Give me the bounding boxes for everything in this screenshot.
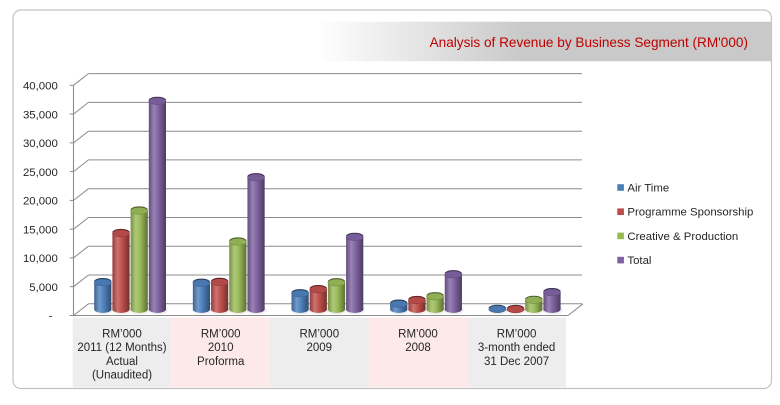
- svg-text:2010: 2010: [208, 342, 234, 354]
- svg-text:2009: 2009: [307, 342, 333, 354]
- svg-text:3-month ended: 3-month ended: [478, 342, 555, 354]
- svg-text:Actual: Actual: [106, 356, 138, 368]
- svg-text:31 Dec 2007: 31 Dec 2007: [484, 356, 549, 368]
- svg-text:-: -: [49, 311, 53, 323]
- svg-text:Analysis of Revenue by Busines: Analysis of Revenue by Business Segment …: [430, 35, 748, 50]
- svg-text:RM’000: RM’000: [497, 328, 537, 340]
- svg-text:RM’000: RM’000: [398, 328, 438, 340]
- svg-text:20,000: 20,000: [23, 196, 58, 208]
- svg-text:Programme Sponsorship: Programme Sponsorship: [627, 207, 753, 219]
- svg-text:35,000: 35,000: [23, 109, 58, 121]
- svg-text:2011 (12 Months): 2011 (12 Months): [77, 342, 166, 354]
- svg-text:Proforma: Proforma: [197, 356, 245, 368]
- svg-text:40,000: 40,000: [23, 81, 58, 93]
- svg-text:Air Time: Air Time: [627, 183, 669, 195]
- svg-text:10,000: 10,000: [23, 253, 58, 265]
- svg-text:15,000: 15,000: [23, 224, 58, 236]
- svg-text:30,000: 30,000: [23, 138, 58, 150]
- svg-text:Creative & Production: Creative & Production: [627, 231, 738, 243]
- svg-text:(Unaudited): (Unaudited): [92, 370, 152, 382]
- svg-text:RM’000: RM’000: [299, 328, 339, 340]
- svg-text:5,000: 5,000: [29, 282, 58, 294]
- svg-text:RM’000: RM’000: [102, 328, 142, 340]
- svg-text:25,000: 25,000: [23, 167, 58, 179]
- svg-text:2008: 2008: [405, 342, 431, 354]
- svg-text:RM’000: RM’000: [201, 328, 241, 340]
- svg-text:Total: Total: [627, 255, 651, 267]
